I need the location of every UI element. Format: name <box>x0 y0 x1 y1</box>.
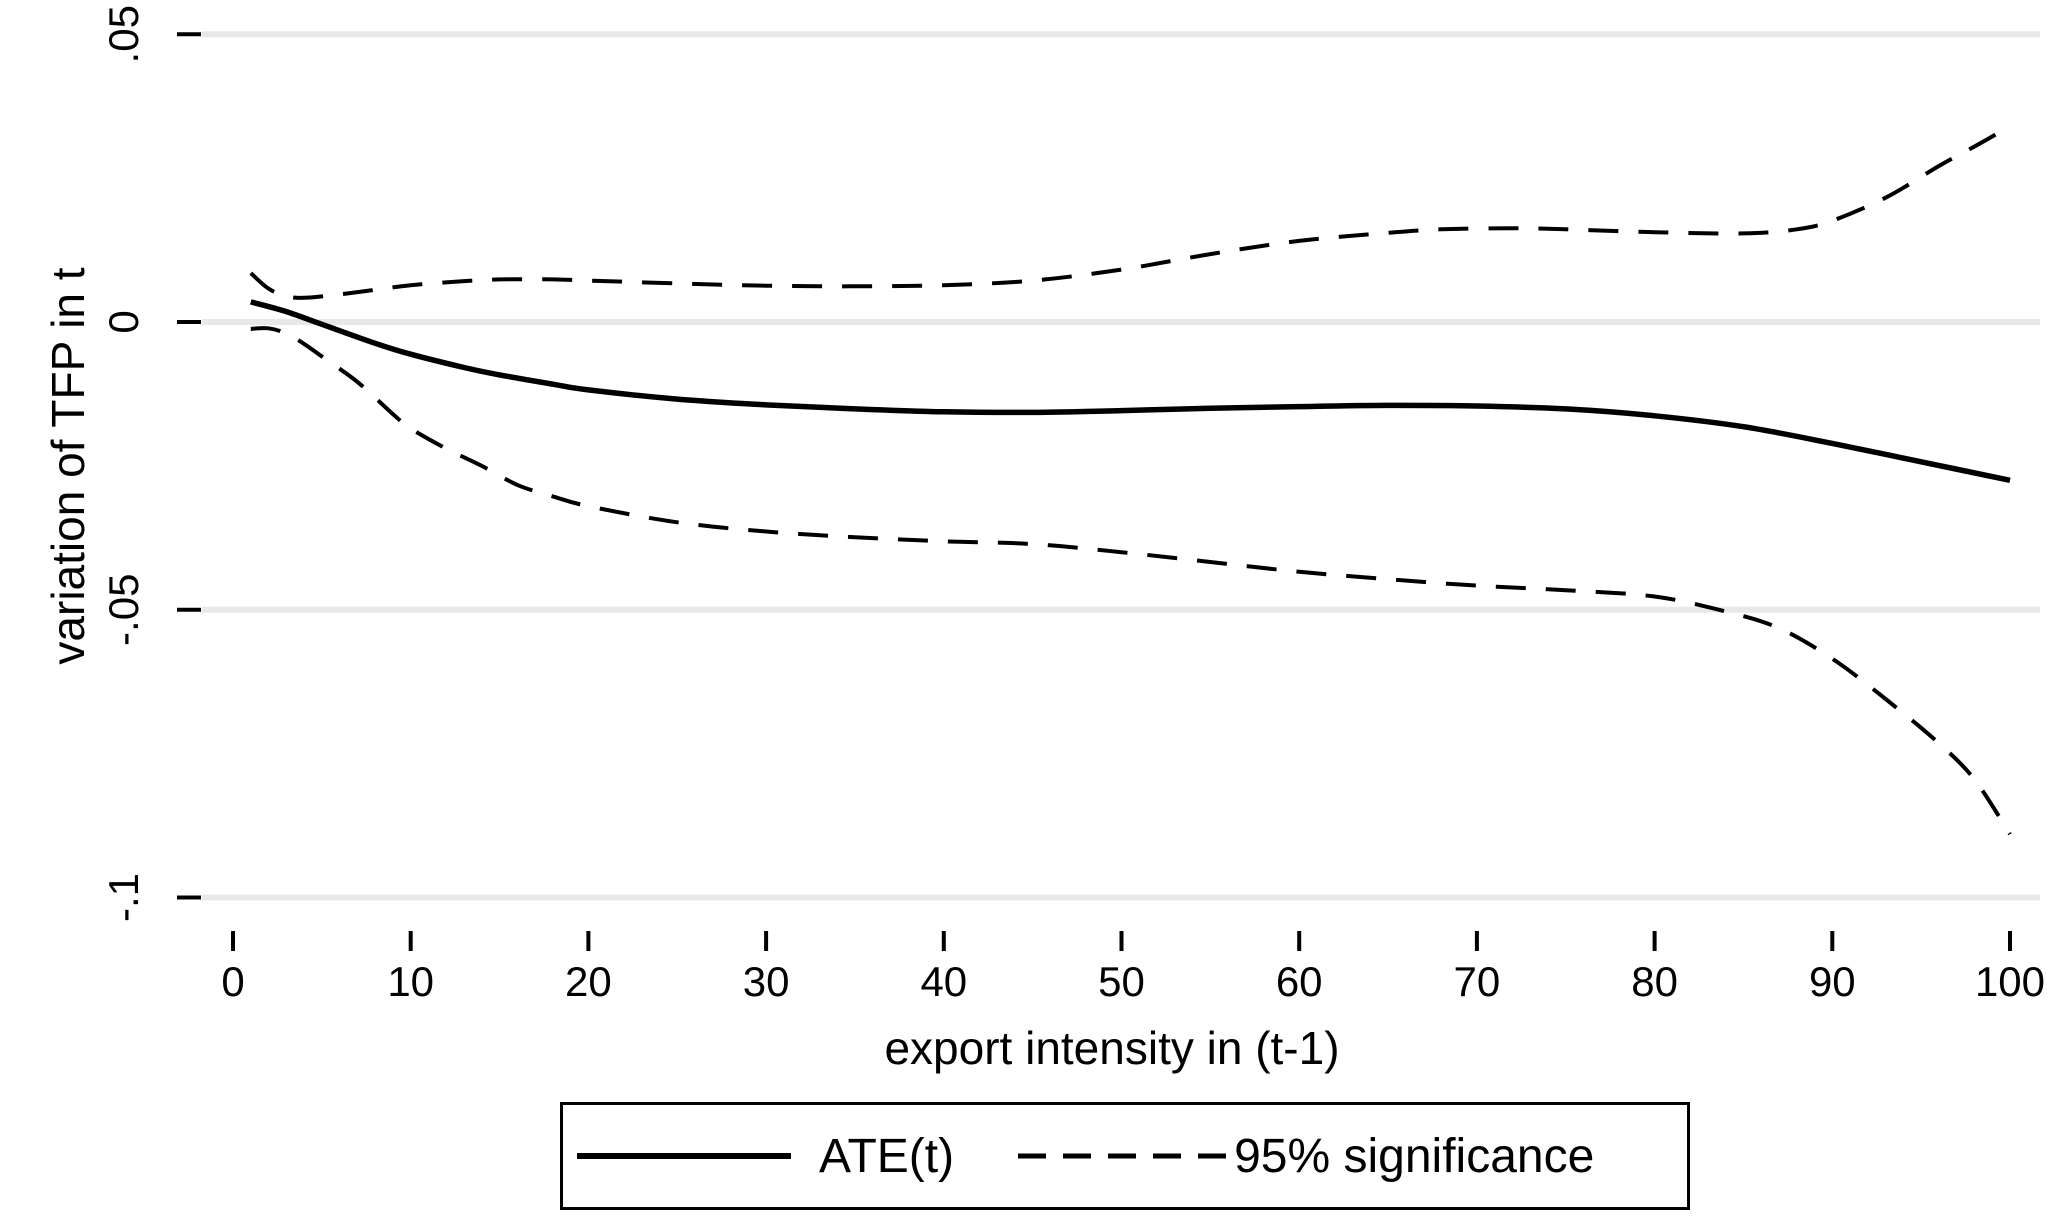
x-tick-label: 100 <box>1975 958 2045 1005</box>
legend-label-95-significance: 95% significance <box>1234 1129 1595 1183</box>
y-tick-label: -.1 <box>100 873 147 922</box>
x-tick-label: 40 <box>920 958 967 1005</box>
x-axis-title: export intensity in (t-1) <box>884 1022 1340 1074</box>
y-tick-label: .05 <box>100 5 147 63</box>
x-tick-label: 20 <box>565 958 612 1005</box>
y-axis-title: variation of TFP in t <box>42 267 94 665</box>
series-line-lower-band <box>250 326 2012 836</box>
legend: ATE(t) 95% significance <box>560 1102 1690 1210</box>
series-line-ate <box>250 299 2011 483</box>
x-tick-label: 0 <box>221 958 244 1005</box>
y-tick-label: -.05 <box>100 574 147 646</box>
legend-label-ate: ATE(t) <box>819 1129 955 1183</box>
x-tick-label: 90 <box>1809 958 1856 1005</box>
x-tick-label: 60 <box>1276 958 1323 1005</box>
legend-dashed-line-swatch <box>1018 1153 1233 1159</box>
x-tick-label: 10 <box>387 958 434 1005</box>
x-tick-label: 80 <box>1631 958 1678 1005</box>
series-line-upper-band <box>249 124 2011 300</box>
legend-solid-line-swatch <box>577 1153 791 1159</box>
x-tick-label: 70 <box>1454 958 1501 1005</box>
x-tick-label: 30 <box>743 958 790 1005</box>
y-tick-label: 0 <box>100 310 147 333</box>
x-tick-label: 50 <box>1098 958 1145 1005</box>
